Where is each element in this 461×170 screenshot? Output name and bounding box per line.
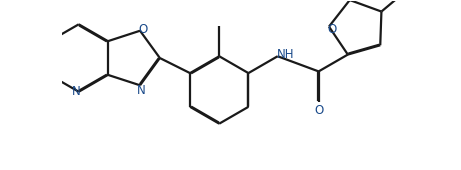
Text: O: O	[139, 23, 148, 36]
Text: N: N	[71, 85, 80, 98]
Text: O: O	[328, 23, 337, 37]
Text: O: O	[314, 104, 323, 117]
Text: NH: NH	[278, 48, 295, 61]
Text: N: N	[137, 84, 146, 97]
